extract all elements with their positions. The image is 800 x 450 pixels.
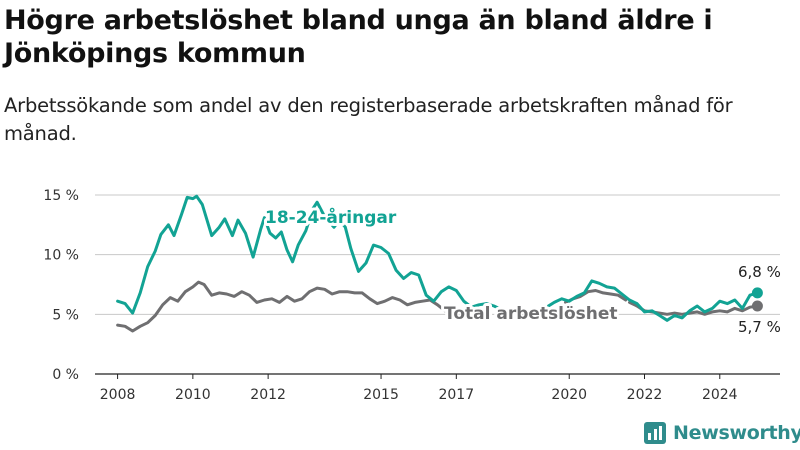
x-tick-label: 2010 [175, 387, 211, 403]
chart-subtitle: Arbetssökande som andel av den registerb… [4, 94, 733, 145]
annotations: 6,8 %5,7 %18-24-åringar18-24-åringarTota… [262, 203, 781, 336]
series-line-total-0 [116, 280, 455, 333]
y-axis: 0 % 5 % 10 % 15 % [43, 188, 79, 383]
bar-chart-icon [644, 422, 666, 444]
series-line-youth [116, 194, 759, 322]
y-tick-label: 5 % [52, 307, 79, 323]
annotation-total: Total arbetslöshet [444, 304, 618, 324]
annotation-youth-halo: 18-24-åringar [265, 206, 397, 228]
x-tick-label: 2008 [100, 387, 136, 403]
x-tick-label: 2015 [363, 387, 399, 403]
x-tick-label: 2020 [551, 387, 587, 403]
chart-title: Högre arbetslöshet bland unga än bland ä… [4, 5, 713, 69]
end-point-youth [751, 287, 763, 299]
y-tick-label: 15 % [43, 188, 79, 204]
x-axis: 2008 2010 2012 2015 2017 2020 2022 2024 [100, 374, 738, 403]
end-label-total: 5,7 % [738, 318, 781, 336]
x-tick-label: 2017 [438, 387, 474, 403]
y-tick-label: 10 % [43, 248, 79, 264]
x-tick-label: 2024 [702, 387, 738, 403]
series-lines [116, 194, 763, 333]
annotation-total-halo: Total arbetslöshet [444, 304, 618, 324]
end-label-youth: 6,8 % [738, 263, 781, 281]
x-tick-label: 2012 [250, 387, 286, 403]
brand-logo: Newsworthy [644, 420, 800, 446]
x-tick-label: 2022 [627, 387, 663, 403]
y-tick-label: 0 % [52, 367, 79, 383]
end-point-total [751, 300, 763, 312]
annotation-youth: 18-24-åringar [265, 206, 397, 228]
brand-name: Newsworthy [673, 422, 800, 444]
